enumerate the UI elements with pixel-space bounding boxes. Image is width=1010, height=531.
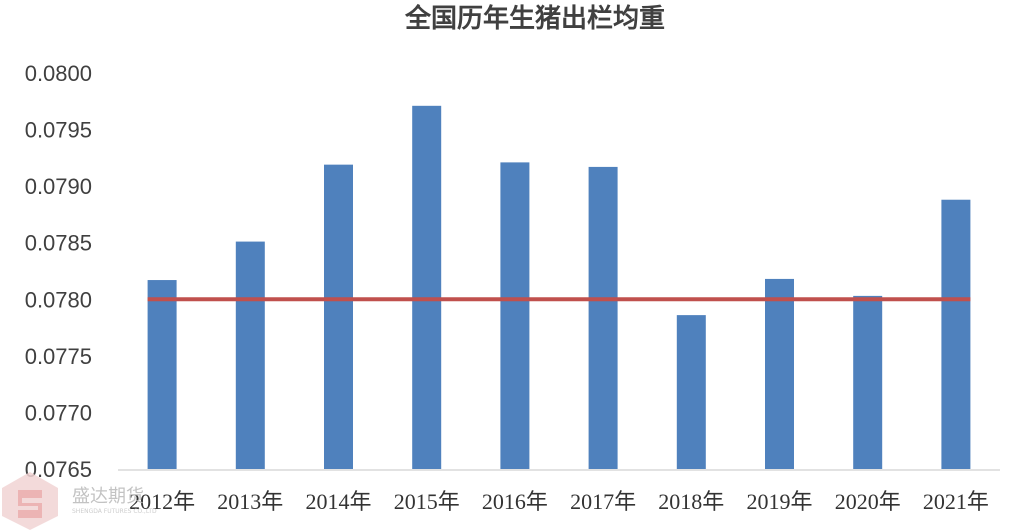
- y-tick-label: 0.0780: [25, 287, 92, 312]
- x-tick-label: 2012年: [129, 489, 195, 514]
- x-tick-label: 2014年: [305, 489, 371, 514]
- bar: [324, 164, 353, 469]
- bar: [588, 166, 618, 469]
- bar: [853, 295, 883, 469]
- x-tick-label: 2020年: [835, 489, 901, 514]
- x-tick-label: 2018年: [658, 489, 724, 514]
- x-tick-label: 2021年: [923, 489, 989, 514]
- x-tick-label: 2013年: [217, 489, 283, 514]
- watermark: 盛达期货 SHENGDA FUTURES CO.,LTD: [2, 472, 157, 530]
- x-tick-label: 2015年: [394, 489, 460, 514]
- bar: [941, 199, 971, 469]
- bar: [235, 241, 265, 469]
- y-tick-label: 0.0795: [25, 118, 92, 143]
- bar: [765, 278, 794, 469]
- y-tick-label: 0.0770: [25, 400, 92, 425]
- watermark-subtext: SHENGDA FUTURES CO.,LTD: [72, 508, 157, 515]
- y-tick-label: 0.0775: [25, 344, 92, 369]
- y-tick-label: 0.0800: [25, 61, 92, 86]
- bar: [147, 280, 177, 469]
- x-axis: 2012年 2013年 2014年 2015年 2016年 2017年 2018年 2019年…: [129, 489, 989, 514]
- y-tick-label: 0.0785: [25, 231, 92, 256]
- x-tick-label: 2019年: [746, 489, 812, 514]
- x-tick-label: 2016年: [482, 489, 548, 514]
- company-logo: [2, 472, 58, 530]
- bar: [676, 315, 706, 469]
- x-tick-label: 2017年: [570, 489, 636, 514]
- chart-title: 全国历年生猪出栏均重: [404, 3, 665, 34]
- watermark-text: 盛达期货: [72, 486, 144, 507]
- bar-series: [147, 105, 971, 469]
- y-tick-label: 0.0790: [25, 174, 92, 199]
- y-axis: 0.07650.07700.07750.07800.07850.07900.07…: [25, 61, 92, 482]
- bar: [500, 162, 530, 469]
- bar: [412, 105, 442, 469]
